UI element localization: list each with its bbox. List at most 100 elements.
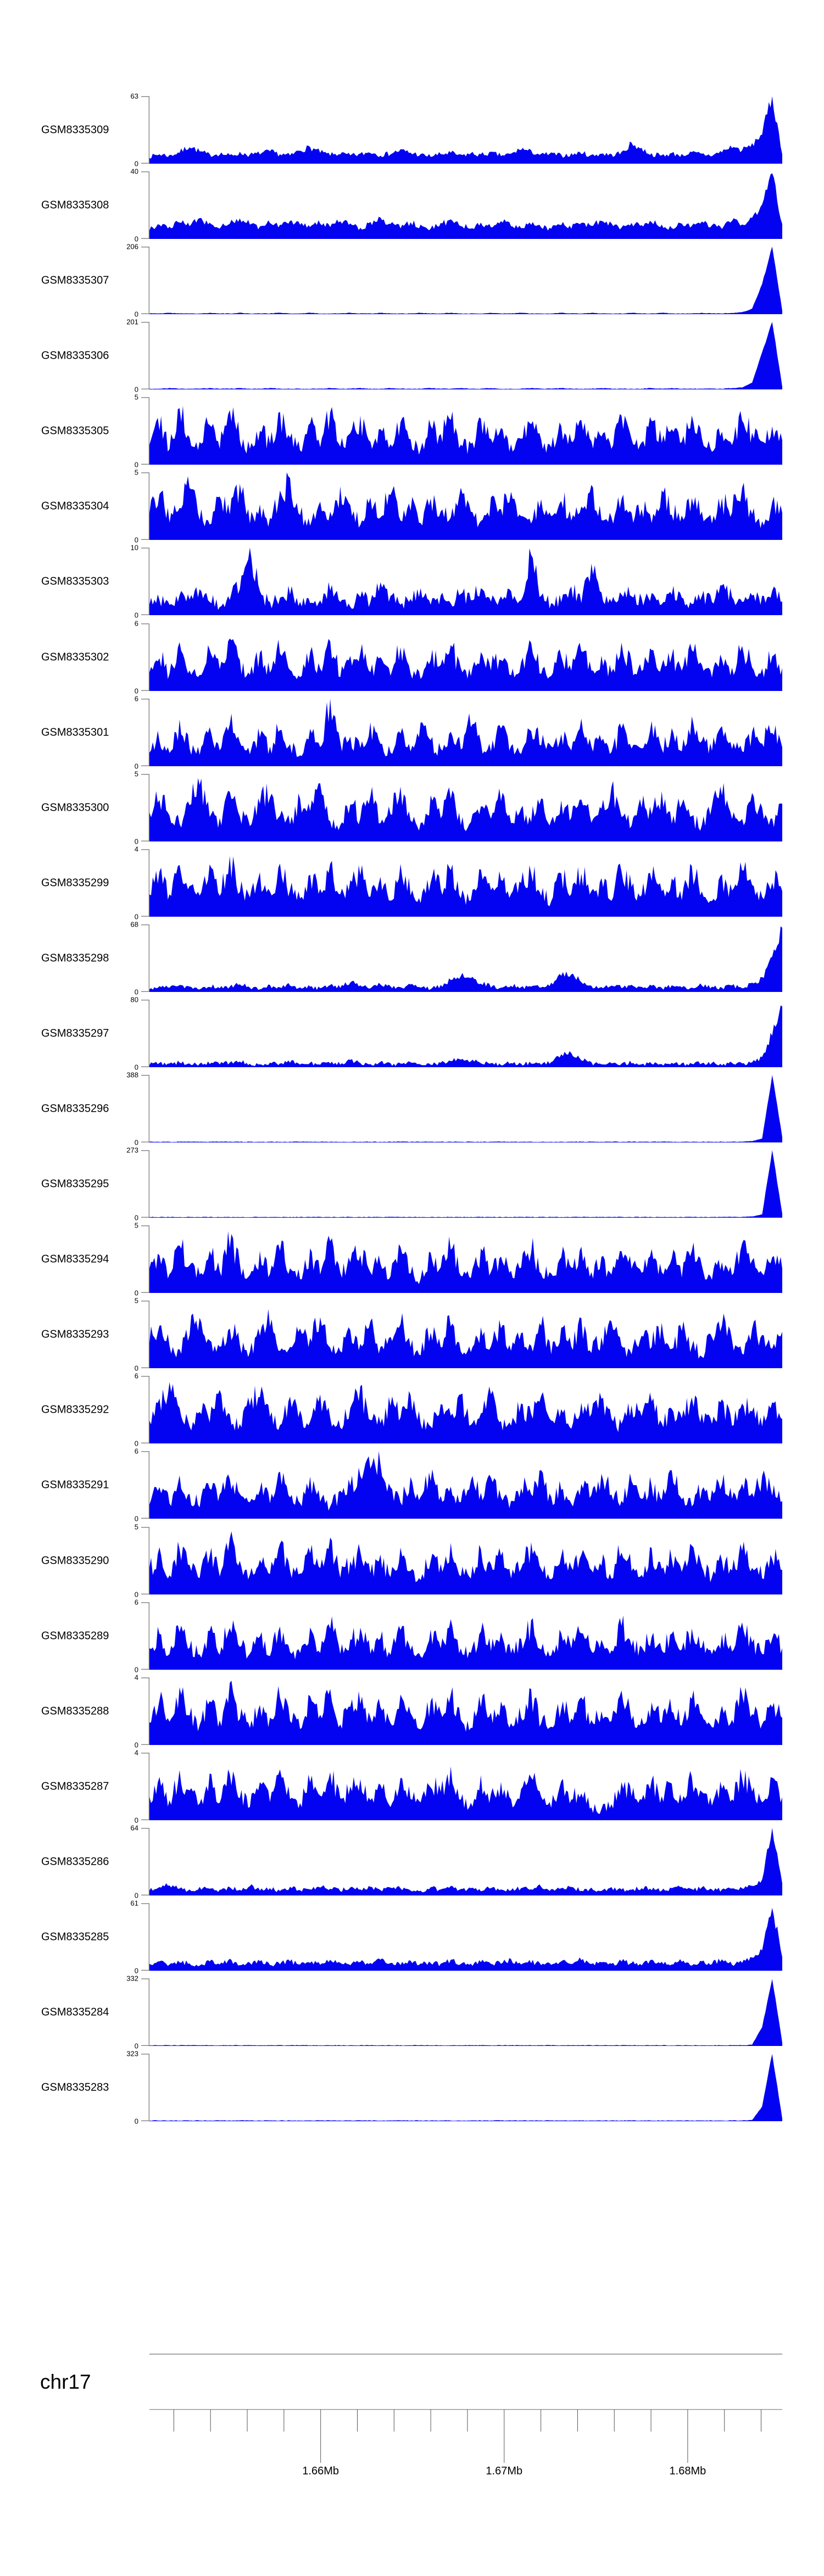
track-label: GSM8335301 — [41, 726, 109, 738]
coverage-area-plot — [141, 1753, 782, 1820]
track-row: GSM8335299 4 0 — [0, 846, 824, 921]
coverage-area-plot — [141, 1527, 782, 1594]
y-axis-max-label: 201 — [126, 317, 138, 326]
coverage-area-plot — [141, 1602, 782, 1670]
position-label: 1.67Mb — [486, 2465, 523, 2477]
signal-area — [149, 1828, 782, 1895]
track-row: GSM8335283 323 0 — [0, 2050, 824, 2125]
y-axis-zero-label: 0 — [134, 1966, 138, 1975]
track-row: GSM8335295 273 0 — [0, 1146, 824, 1222]
track-row: GSM8335288 4 0 — [0, 1674, 824, 1749]
track-label: GSM8335287 — [41, 1780, 109, 1792]
y-axis-max-label: 5 — [134, 468, 138, 477]
track-label: GSM8335294 — [41, 1253, 109, 1265]
y-axis-max-label: 5 — [134, 1221, 138, 1230]
track-row: GSM8335293 5 0 — [0, 1297, 824, 1372]
signal-area — [149, 96, 782, 164]
coverage-area-plot — [141, 548, 782, 615]
y-axis-zero-label: 0 — [134, 1514, 138, 1523]
coverage-area-plot — [141, 1301, 782, 1368]
track-label: GSM8335292 — [41, 1403, 109, 1415]
signal-area — [149, 1451, 782, 1519]
track-label: GSM8335305 — [41, 425, 109, 437]
coverage-area-plot — [141, 1376, 782, 1443]
coverage-area-plot — [141, 1903, 782, 1971]
chromosome-label: chr17 — [40, 2371, 91, 2393]
signal-area — [149, 1680, 782, 1745]
y-axis-zero-label: 0 — [134, 1063, 138, 1072]
signal-area — [149, 856, 782, 917]
track-row: GSM8335308 40 0 — [0, 167, 824, 243]
coverage-area-plot — [141, 1075, 782, 1142]
coverage-area-plot — [141, 849, 782, 917]
track-row: GSM8335292 6 0 — [0, 1373, 824, 1447]
coverage-area-plot — [141, 1225, 782, 1293]
ruler-top-line — [149, 2354, 782, 2355]
track-label: GSM8335297 — [41, 1027, 109, 1039]
y-axis-zero-label: 0 — [134, 460, 138, 469]
y-axis-max-label: 40 — [130, 167, 138, 176]
signal-area — [149, 1615, 782, 1670]
track-label: GSM8335304 — [41, 500, 109, 512]
track-row: GSM8335287 4 0 — [0, 1749, 824, 1824]
coverage-area-plot — [141, 397, 782, 465]
coverage-area-plot — [141, 1677, 782, 1745]
track-label: GSM8335307 — [41, 274, 109, 286]
y-axis-max-label: 5 — [134, 1296, 138, 1305]
track-row: GSM8335301 6 0 — [0, 695, 824, 770]
track-label: GSM8335300 — [41, 801, 109, 813]
coverage-area-plot — [141, 171, 782, 239]
coverage-area-plot — [141, 699, 782, 766]
track-row: GSM8335294 5 0 — [0, 1221, 824, 1297]
coverage-area-plot — [141, 322, 782, 389]
signal-area — [149, 778, 782, 841]
y-axis-max-label: 61 — [130, 1899, 138, 1908]
y-axis-max-label: 5 — [134, 770, 138, 778]
y-axis-zero-label: 0 — [134, 1665, 138, 1674]
signal-area — [149, 1908, 782, 1971]
y-axis-zero-label: 0 — [134, 235, 138, 243]
signal-area — [149, 1005, 782, 1067]
track-label: GSM8335309 — [41, 124, 109, 136]
y-axis-max-label: 273 — [126, 1146, 138, 1155]
track-row: GSM8335298 68 0 — [0, 921, 824, 996]
coverage-area-plot — [141, 1451, 782, 1519]
signal-area — [149, 1150, 782, 1218]
track-label: GSM8335296 — [41, 1102, 109, 1114]
y-axis-zero-label: 0 — [134, 1439, 138, 1448]
y-axis-max-label: 4 — [134, 1748, 138, 1757]
track-row: GSM8335296 388 0 — [0, 1072, 824, 1146]
y-axis-zero-label: 0 — [134, 611, 138, 620]
y-axis-max-label: 6 — [134, 1447, 138, 1456]
signal-area — [149, 638, 782, 691]
track-row: GSM8335302 6 0 — [0, 620, 824, 695]
track-row: GSM8335284 332 0 — [0, 1975, 824, 2050]
y-axis-zero-label: 0 — [134, 1891, 138, 1900]
coverage-area-plot — [141, 623, 782, 691]
y-axis-zero-label: 0 — [134, 1590, 138, 1599]
track-label: GSM8335284 — [41, 2006, 109, 2018]
signal-area — [149, 1979, 782, 2046]
y-axis-zero-label: 0 — [134, 687, 138, 695]
y-axis-zero-label: 0 — [134, 1816, 138, 1825]
signal-area — [149, 1531, 782, 1594]
track-label: GSM8335289 — [41, 1630, 109, 1642]
track-row: GSM8335286 64 0 — [0, 1825, 824, 1899]
y-axis-zero-label: 0 — [134, 2117, 138, 2126]
y-axis-max-label: 5 — [134, 393, 138, 402]
y-axis-zero-label: 0 — [134, 2042, 138, 2050]
coverage-area-plot — [141, 472, 782, 540]
y-axis-max-label: 63 — [130, 92, 138, 101]
y-axis-zero-label: 0 — [134, 988, 138, 996]
signal-area — [149, 1075, 782, 1142]
track-row: GSM8335305 5 0 — [0, 393, 824, 469]
track-label: GSM8335286 — [41, 1855, 109, 1867]
signal-area — [149, 472, 782, 540]
y-axis-max-label: 6 — [134, 1598, 138, 1607]
track-row: GSM8335297 80 0 — [0, 996, 824, 1071]
y-axis-zero-label: 0 — [134, 1138, 138, 1147]
track-row: GSM8335304 5 0 — [0, 468, 824, 544]
position-label: 1.68Mb — [669, 2465, 706, 2477]
track-label: GSM8335302 — [41, 651, 109, 663]
coverage-area-plot — [141, 96, 782, 164]
